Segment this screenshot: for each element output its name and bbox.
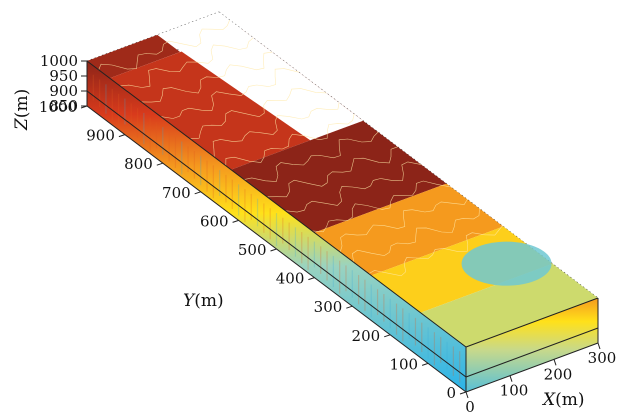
back-edge-0 (86, 11, 220, 62)
y-tick-mark (346, 305, 353, 309)
surface-zone-1 (109, 29, 363, 170)
contour-line (141, 51, 273, 103)
y-tick-label: 700 (162, 184, 191, 202)
y-tick-mark (118, 134, 126, 138)
contour-line (285, 161, 422, 213)
y-tick-mark (232, 219, 239, 223)
right-face (466, 298, 598, 392)
y-axis-ticks: 0 100 200 300 400 500 600 700 800 900 1000 (39, 98, 467, 402)
y-tick-label: 0 (446, 384, 456, 402)
x-tick-mark (597, 342, 601, 350)
y-tick-mark (308, 277, 315, 281)
y-tick-mark (156, 162, 163, 166)
y-tick-mark (459, 391, 467, 395)
contour-line (339, 199, 468, 253)
right-face-fill (466, 298, 598, 392)
y-axis-title: Y(m) (183, 291, 224, 311)
z-tick-label: 850 (49, 97, 78, 115)
x-axis-ticks: 0 100 200 300 (465, 342, 617, 415)
box-edge-8 (465, 327, 599, 378)
y-tick-label: 400 (276, 270, 305, 288)
z-axis-unit: (m) (12, 89, 32, 118)
y-tick-mark (270, 248, 277, 252)
surface-zone-0 (87, 34, 181, 79)
y-tick-label: 800 (124, 155, 153, 173)
y-axis-unit: (m) (194, 291, 223, 311)
y-tick-label: 200 (352, 327, 381, 345)
x-axis-symbol: X (541, 390, 556, 410)
box-edge-0 (86, 60, 467, 348)
x-axis-unit: (m) (555, 390, 584, 410)
contour-line (190, 88, 327, 140)
contour-line (225, 113, 355, 166)
z-axis-title: Z(m) (12, 89, 32, 131)
surface-cool-patch (461, 241, 552, 286)
y-axis-symbol: Y (183, 291, 196, 311)
contour-line (119, 37, 254, 88)
y-tick-label: 300 (314, 298, 343, 316)
x-tick-mark (509, 375, 513, 382)
z-tick-label: 950 (49, 67, 78, 85)
x-tick-label: 200 (544, 365, 573, 383)
y-tick-mark (421, 362, 429, 366)
surface-cutout (157, 12, 363, 141)
contour-line (351, 208, 480, 263)
contour-lines (98, 19, 503, 277)
front-face-fill (87, 61, 466, 392)
box-edge-7 (86, 90, 467, 378)
x-tick-label: 300 (588, 349, 617, 367)
y-tick-label: 1000 (39, 98, 77, 116)
contour-line (266, 146, 398, 198)
y-tick-label: 900 (86, 127, 115, 145)
contour-line (312, 180, 451, 233)
surface-zone-5 (420, 263, 598, 347)
contour-line (160, 68, 299, 119)
x-axis-title: X(m) (541, 390, 585, 410)
contour-line (368, 225, 503, 277)
x-tick-label: 100 (500, 382, 529, 400)
x-tick-mark (465, 391, 469, 399)
front-face (87, 61, 467, 392)
y-tick-label: 100 (389, 355, 418, 373)
y-tick-label: 600 (200, 212, 229, 230)
z-tick-label: 1000 (40, 52, 78, 70)
y-tick-mark (194, 191, 201, 195)
contour-line (98, 19, 230, 71)
contour-line (212, 102, 340, 158)
y-tick-label: 500 (238, 241, 267, 259)
box-edge-1 (465, 297, 599, 348)
z-tick-label: 900 (49, 82, 78, 100)
back-edge-1 (218, 11, 599, 299)
x-tick-mark (553, 359, 557, 366)
contour-line (244, 131, 379, 182)
y-tick-mark (384, 334, 391, 338)
surface-zone-3 (314, 183, 504, 276)
x-tick-label: 0 (465, 398, 475, 415)
z-axis-symbol: Z (12, 117, 32, 131)
box-edge-6 (465, 342, 599, 393)
